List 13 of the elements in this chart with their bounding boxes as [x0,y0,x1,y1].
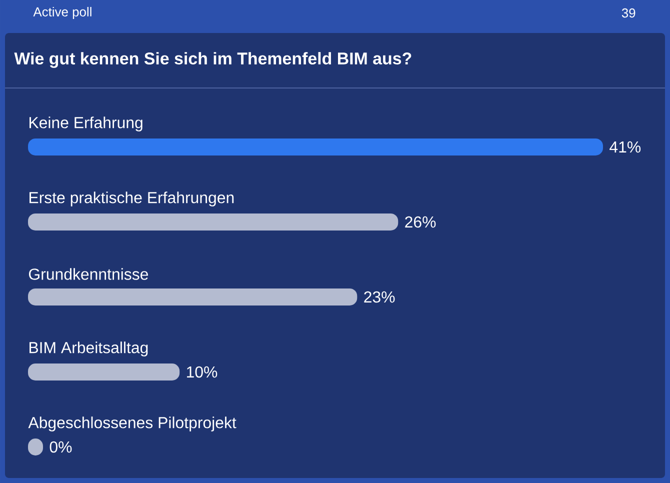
data-label: 41% [610,141,641,153]
data-label: 23% [364,291,395,303]
y-tick-label: BIM Arbeitsalltag [30,342,148,356]
chart-title: Wie gut kennen Sie sich im Themenfeld BIM aus? [14,52,412,68]
data-label: 10% [187,366,218,378]
y-tick-label: Grundkenntnisse [29,268,148,280]
data-label: 26% [405,216,436,228]
text: Active poll [33,6,92,20]
y-tick-label: Erste praktische Erfahrungen [30,192,234,206]
text: 39 [622,8,636,18]
y-tick-label: Keine Erfahrung [30,116,142,132]
y-tick-label: Abgeschlossenes Pilotprojekt [28,416,236,432]
data-label: 0% [50,441,72,453]
